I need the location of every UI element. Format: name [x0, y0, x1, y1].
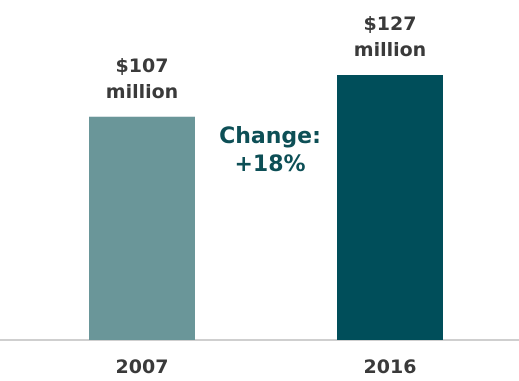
- bar-2016: [337, 75, 443, 340]
- bar-2007: [89, 116, 195, 340]
- change-annotation-value: +18%: [234, 152, 305, 177]
- change-annotation-label: Change:: [219, 124, 321, 149]
- x-tick-label-2016: 2016: [364, 356, 417, 378]
- data-label-2007-amount: $107: [116, 55, 169, 77]
- data-label-2016-unit: million: [354, 39, 426, 61]
- data-label-2016-amount: $127: [364, 13, 417, 35]
- x-tick-label-2007: 2007: [116, 356, 169, 378]
- data-label-2007-unit: million: [106, 81, 178, 103]
